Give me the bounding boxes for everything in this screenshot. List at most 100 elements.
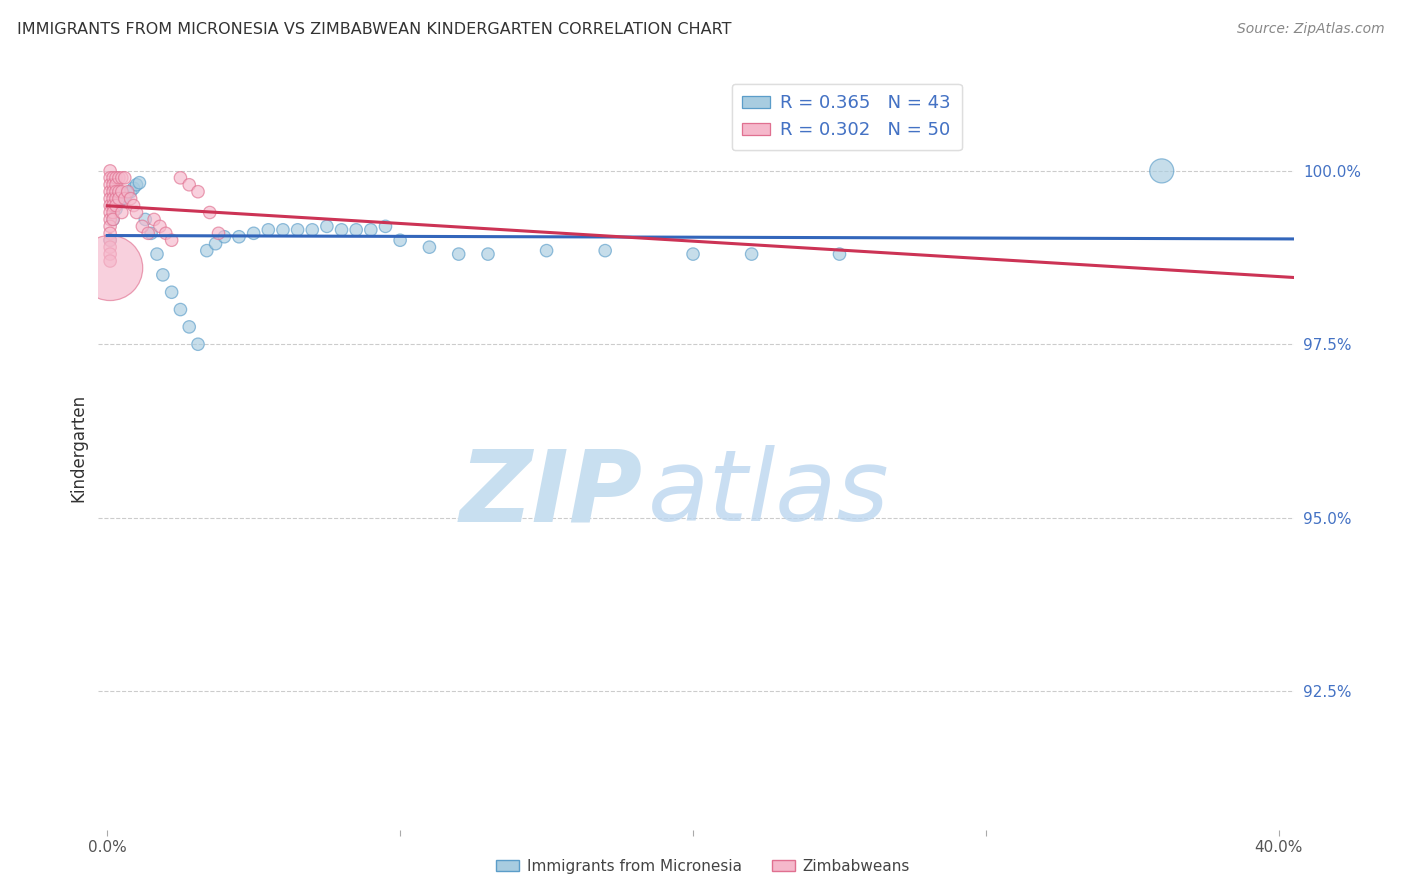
Point [98,219,121,234]
Point [108,170,131,185]
Point [114,170,136,185]
Point [207,227,229,241]
Point [98,247,121,261]
Point [360,223,382,237]
Point [228,229,250,244]
Point [146,247,169,261]
Point [389,233,412,247]
Point [143,212,166,227]
Point [108,192,131,206]
Point [344,223,367,237]
Point [155,227,177,241]
Point [105,202,127,216]
Point [128,176,150,190]
Text: Source: ZipAtlas.com: Source: ZipAtlas.com [1237,22,1385,37]
Point [101,185,124,199]
Point [179,178,201,192]
Point [98,227,121,241]
Point [101,178,124,192]
Point [122,181,145,195]
Point [242,227,264,241]
Point [134,212,156,227]
Point [195,244,218,258]
Point [828,247,851,261]
Point [108,185,131,199]
Y-axis label: Kindergarten: Kindergarten [69,394,87,502]
Point [536,244,558,258]
Point [98,185,121,199]
Point [98,198,121,212]
Point [105,185,127,199]
Point [301,223,323,237]
Point [98,192,121,206]
Point [120,192,142,206]
Point [105,178,127,192]
Point [257,223,280,237]
Point [593,244,616,258]
Point [98,260,121,275]
Point [169,302,191,317]
Point [160,285,183,300]
Text: atlas: atlas [648,445,890,542]
Point [271,223,294,237]
Point [101,192,124,206]
Point [105,198,127,212]
Point [101,212,124,227]
Point [98,233,121,247]
Point [741,247,763,261]
Point [374,219,396,234]
Point [447,247,470,261]
Point [98,254,121,268]
Point [111,192,134,206]
Point [98,212,121,227]
Point [98,164,121,178]
Point [287,223,309,237]
Point [122,198,145,212]
Point [98,170,121,185]
Point [125,205,148,219]
Point [418,240,440,254]
Point [187,337,209,351]
Point [114,192,136,206]
Point [105,192,127,206]
Point [101,205,124,219]
Point [120,185,142,199]
Point [160,233,183,247]
Point [98,178,121,192]
Legend: Immigrants from Micronesia, Zimbabweans: Immigrants from Micronesia, Zimbabweans [489,853,917,880]
Point [101,212,124,227]
Point [98,205,121,219]
Point [101,198,124,212]
Point [111,185,134,199]
Point [315,219,337,234]
Point [179,319,201,334]
Point [136,227,159,241]
Point [98,240,121,254]
Point [131,219,153,234]
Text: ZIP: ZIP [460,445,643,542]
Point [117,186,139,200]
Point [108,195,131,210]
Point [477,247,499,261]
Text: IMMIGRANTS FROM MICRONESIA VS ZIMBABWEAN KINDERGARTEN CORRELATION CHART: IMMIGRANTS FROM MICRONESIA VS ZIMBABWEAN… [17,22,731,37]
Point [198,205,221,219]
Point [105,170,127,185]
Point [682,247,704,261]
Point [152,268,174,282]
Point [125,178,148,192]
Legend: R = 0.365   N = 43, R = 0.302   N = 50: R = 0.365 N = 43, R = 0.302 N = 50 [731,84,962,150]
Point [1150,164,1173,178]
Point [149,219,172,234]
Point [111,170,134,185]
Point [117,185,139,199]
Point [111,205,134,219]
Point [330,223,353,237]
Point [114,188,136,202]
Point [141,227,163,241]
Point [98,233,121,247]
Point [101,170,124,185]
Point [214,229,236,244]
Point [169,170,191,185]
Point [187,185,209,199]
Point [204,236,226,251]
